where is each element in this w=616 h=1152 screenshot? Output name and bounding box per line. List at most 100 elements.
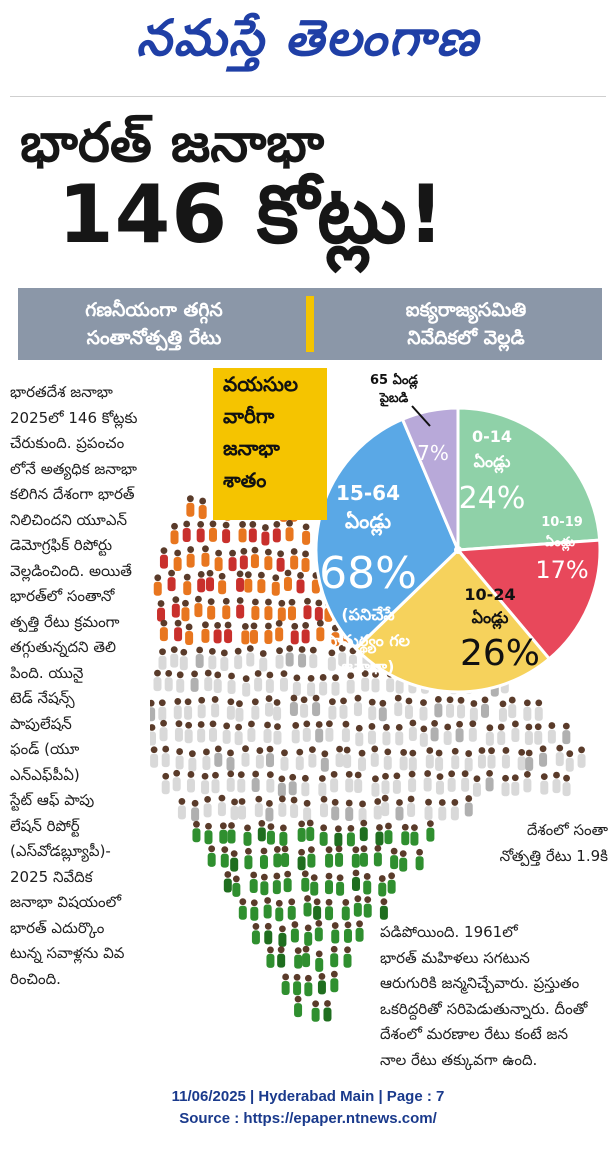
person-head	[254, 670, 262, 677]
person-head	[566, 750, 574, 758]
person-head	[315, 950, 323, 958]
person-body	[302, 530, 311, 545]
person-head	[426, 747, 434, 754]
person-head	[336, 874, 344, 882]
person-body	[249, 878, 258, 893]
person-head	[191, 670, 198, 678]
person-body	[158, 655, 167, 670]
person-body	[359, 827, 368, 842]
person-head	[426, 820, 434, 828]
person-head	[288, 598, 296, 606]
person-head	[175, 720, 183, 728]
person-head	[563, 774, 570, 782]
person-body	[201, 552, 210, 567]
person-head	[405, 697, 413, 705]
pie-label: 65 ఏండ్ల	[370, 372, 418, 390]
person-body	[501, 754, 510, 769]
person-head	[196, 646, 204, 654]
pie-label: 24%	[459, 481, 526, 516]
person-head	[264, 922, 272, 930]
person-head	[212, 771, 219, 779]
person-body	[237, 778, 246, 793]
person-body	[419, 732, 428, 747]
person-body	[309, 654, 318, 669]
person-body	[265, 807, 274, 822]
person-body	[173, 557, 182, 572]
person-body	[311, 1007, 320, 1022]
article-line: చేరుకుంది. ప్రపంచం	[10, 434, 125, 452]
person-body	[425, 754, 434, 769]
person-head	[178, 798, 186, 805]
article-line: నాల రేటు తక్కువగా ఉంది.	[380, 1050, 538, 1069]
person-head	[324, 1000, 331, 1007]
headline-line-2: 146 కోట్లు!	[58, 168, 446, 261]
person-body	[289, 702, 298, 717]
person-body	[290, 804, 299, 819]
person-body	[325, 727, 334, 742]
person-body	[363, 880, 372, 895]
person-head	[236, 597, 244, 604]
person-body	[298, 653, 307, 668]
person-body	[481, 703, 490, 718]
article-line: ఆరుగురికి జన్మనిచ్చేవారు. ప్రస్తుతం	[380, 974, 580, 992]
footer-date-edition: 11/06/2025 | Hyderabad Main | Page : 7	[171, 1088, 445, 1105]
person-head	[197, 570, 205, 578]
person-body	[246, 652, 255, 667]
pie-label: 17%	[535, 556, 588, 584]
person-body	[297, 827, 306, 842]
person-body	[363, 903, 372, 918]
person-head	[150, 746, 158, 754]
person-body	[324, 880, 333, 895]
person-head	[208, 648, 216, 655]
person-head	[174, 549, 182, 557]
pie-label: 15-64	[336, 481, 400, 505]
person-body	[186, 553, 195, 568]
person-body	[214, 752, 223, 767]
person-head	[364, 896, 372, 904]
person-head	[150, 699, 155, 707]
person-head	[224, 871, 232, 878]
person-head	[245, 847, 252, 855]
person-head	[159, 648, 166, 656]
person-body	[517, 756, 526, 771]
person-head	[204, 669, 212, 677]
person-head	[264, 897, 272, 904]
pointer-line	[411, 405, 431, 427]
person-body	[487, 754, 496, 769]
person-body	[395, 806, 404, 821]
article-line: నిలిచిందని యూఎన్	[10, 510, 128, 529]
person-body	[384, 830, 393, 845]
person-head	[273, 872, 281, 880]
person-body	[325, 906, 334, 921]
person-body	[534, 730, 543, 745]
person-body	[477, 754, 486, 769]
person-body	[343, 953, 352, 968]
person-head	[238, 798, 246, 805]
person-body	[392, 779, 401, 794]
article-line: భారత్‌లో సంతానో	[10, 587, 115, 605]
person-head	[185, 721, 193, 729]
pie-label: (పనిచేసే	[341, 605, 394, 624]
person-head	[293, 674, 301, 682]
newspaper-logo[interactable]: నమస్తే తెలంగాణ	[136, 9, 480, 67]
person-head	[298, 848, 305, 856]
person-body	[211, 779, 220, 794]
person-head	[202, 621, 209, 629]
pie-label: 10-24	[464, 585, 515, 604]
person-body	[367, 730, 376, 745]
person-head	[296, 748, 304, 756]
person-head	[315, 919, 323, 927]
person-head	[371, 745, 379, 753]
person-body	[264, 930, 273, 945]
person-body	[523, 778, 532, 793]
person-head	[221, 846, 229, 854]
person-head	[208, 845, 216, 853]
person-body	[161, 780, 170, 795]
person-head	[562, 722, 570, 730]
person-body	[497, 731, 506, 746]
person-head	[160, 547, 168, 555]
person-head	[395, 723, 403, 731]
person-body	[430, 727, 439, 742]
footer-source-link[interactable]: Source : https://epaper.ntnews.com/	[179, 1110, 437, 1127]
person-body	[373, 852, 382, 867]
